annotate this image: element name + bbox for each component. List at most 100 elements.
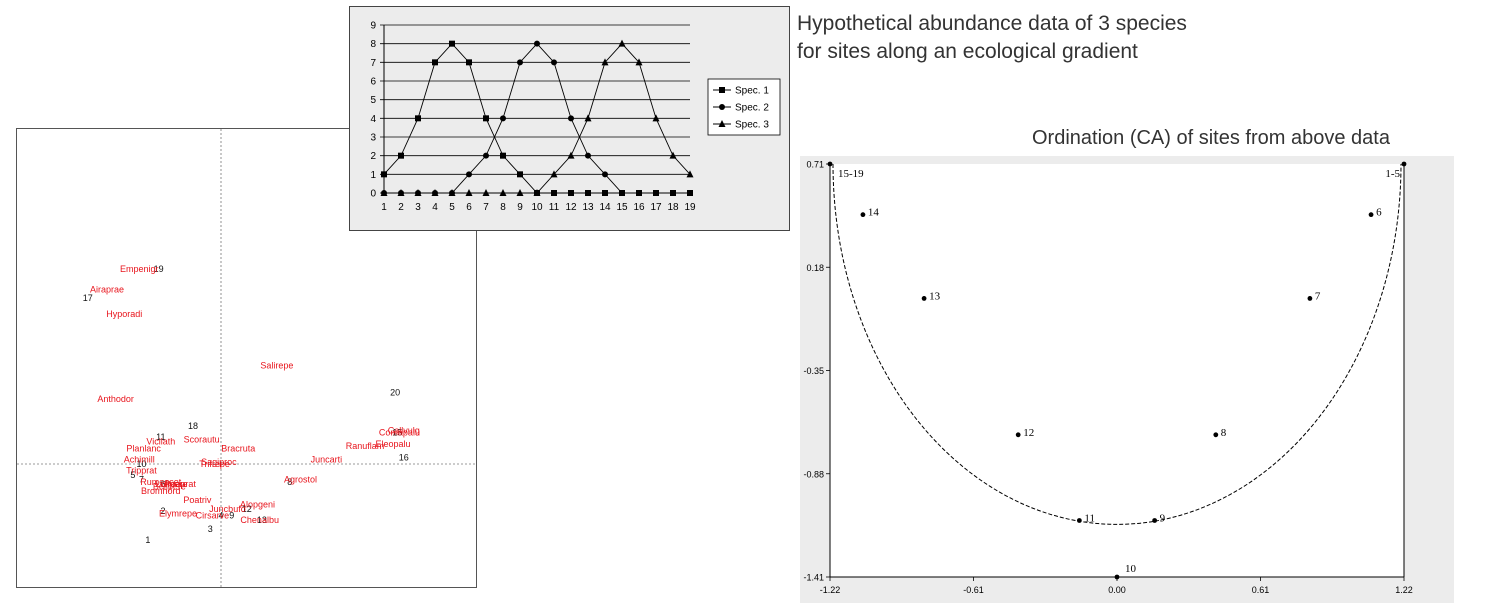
plot-area [830,164,1404,577]
site-point [1213,432,1219,438]
series-3-point [686,170,694,178]
species-label: Sagiproc [201,457,237,467]
site-point [1114,574,1120,580]
legend-marker-1 [719,87,725,93]
series-1-point [466,59,472,66]
main-title-line1: Hypothetical abundance data of 3 species [797,12,1187,35]
site-label: 10 [136,459,146,469]
legend-label-3: Spec. 3 [735,120,769,131]
site-label: 15 [392,428,402,438]
site-label: 5 [130,470,135,480]
x-tick-label: 11 [549,202,560,213]
species-label: Poatriv [183,495,212,505]
species-label: Juncbufo [209,504,246,514]
series-1-point [449,40,455,47]
species-label: Ranuflam [346,441,385,451]
species-label: Juncarti [311,455,343,465]
species-label: Anthodor [97,394,134,404]
site-point [1015,432,1021,438]
species-label: Eleopalu [375,439,410,449]
species-label: Rumeacet [140,477,182,487]
main-title-line2: for sites along an ecological gradient [797,40,1138,63]
y-tick-label: 2 [370,151,376,162]
site-label: 20 [390,387,400,397]
series-1-point [415,115,421,122]
x-tick-label: 1 [381,202,387,213]
species-label: Callvulg [388,425,420,435]
x-tick-label: 13 [582,202,594,213]
y-tick-label: 7 [370,58,376,69]
x-tick-label: 2 [398,202,404,213]
x-tick-label: 10 [531,202,543,213]
y-tick-label: 1 [370,170,376,181]
species-label: Cirsarve [196,511,230,521]
series-3-point [516,189,524,196]
site-label: 13 [257,515,267,525]
series-1-point [381,171,387,178]
site-label: 18 [188,421,198,431]
site-point [827,161,833,167]
series-2-point [551,59,557,66]
species-label: Bromhord [141,486,181,496]
series-1-point [432,59,438,66]
site-label: 11 [1084,513,1095,525]
site-label: 10 [1125,563,1137,575]
series-2-point [517,59,523,66]
series-3-point [499,189,507,196]
site-point [1368,212,1374,218]
abundance-chart: 0 1 2 3 4 5 6 7 8 9 1 2 3 4 5 6 7 8 9 10 11 12 13 14 15 16 17 18 19 S… [349,6,790,231]
series-3-point [465,189,473,196]
site-label: 8 [287,477,292,487]
y-tick-label: 0.71 [806,160,824,170]
x-tick-label: 15 [616,202,628,213]
species-label: Alopgeni [240,499,275,509]
species-label: Salirepe [260,360,293,370]
x-tick-label: 1.22 [1395,585,1413,595]
series-3-point [584,114,592,122]
x-tick-label: -0.61 [963,585,984,595]
site-label: 1-5 [1385,168,1400,180]
series-1-point [602,190,608,196]
x-tick-label: 19 [684,202,696,213]
site-label: 7 [139,475,144,485]
species-label: Empenigr [120,264,159,274]
species-label: Elymrepe [159,508,197,518]
y-tick-label: 0.18 [806,263,824,273]
series-3-point [567,151,575,159]
site-label: 13 [929,290,941,302]
series-2-point [534,40,540,47]
site-label: 3 [208,524,213,534]
x-tick-label: 8 [500,202,506,213]
x-tick-label: 3 [415,202,421,213]
x-tick-label: 6 [466,202,472,213]
x-tick-label: 4 [432,202,438,213]
y-tick-label: -1.41 [803,573,824,583]
species-label: Chenalbu [240,515,279,525]
series-2-point [500,115,506,122]
site-label: 16 [399,452,409,462]
site-point [860,212,866,218]
site-label: 9 [229,511,234,521]
site-label: 19 [154,264,164,274]
y-tick-label: 8 [370,39,376,50]
species-label: Achimill [124,455,155,465]
site-label: 9 [1160,513,1166,525]
series-3-point [550,170,558,178]
site-point [1307,296,1313,301]
series-2-point [687,190,693,196]
series-3-point [397,189,405,196]
series-3-point [414,189,422,196]
species-label: Lolipere [156,479,188,489]
y-tick-label: 4 [370,114,376,125]
series-3-point [669,151,677,159]
legend-marker-2 [719,104,725,110]
species-label: Bracruta [221,443,255,453]
site-point [921,296,927,301]
ca-canvas: 0.71 0.18 -0.35 -0.88 -1.41 -1.22 -0.61 0.00 0.6… [803,160,1413,596]
species-label: Vicilath [146,437,175,447]
site-label: 15-19 [838,168,864,180]
x-tick-label: 12 [565,202,577,213]
site-label: 2 [160,506,165,516]
series-1-point [568,190,574,196]
